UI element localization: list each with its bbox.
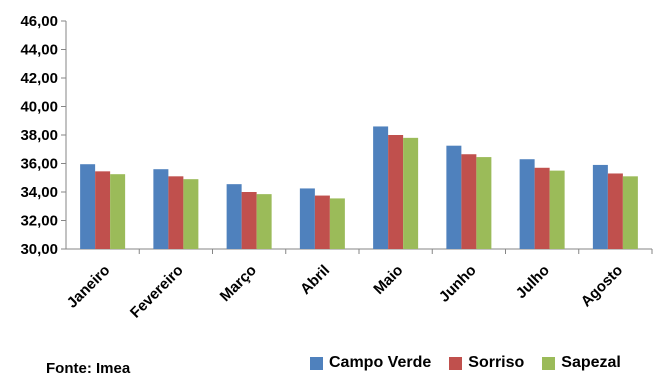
- legend-label: Sapezal: [561, 354, 621, 371]
- bar-sapezal: [476, 157, 492, 249]
- bar-sapezal: [403, 137, 419, 249]
- y-tick-label: 42,00: [20, 70, 58, 87]
- x-tick-label: Agosto: [578, 262, 627, 311]
- x-tick-label: Janeiro: [64, 262, 114, 312]
- legend-item: Sorriso: [449, 354, 524, 372]
- bar-campo-verde: [299, 188, 315, 249]
- bar-campo-verde: [592, 164, 608, 249]
- legend: Campo Verde Sorriso Sapezal: [310, 354, 639, 372]
- bar-sorriso: [314, 195, 330, 249]
- legend-item: Sapezal: [542, 354, 621, 372]
- y-tick-label: 44,00: [20, 42, 58, 59]
- bar-sapezal: [622, 176, 638, 249]
- x-tick-label: Fevereiro: [127, 262, 187, 322]
- bar-sapezal: [110, 174, 126, 249]
- x-tick-label: Junho: [436, 262, 480, 306]
- bar-sorriso: [534, 167, 550, 249]
- y-tick-label: 34,00: [20, 184, 58, 201]
- bar-sorriso: [168, 176, 184, 249]
- y-tick-label: 46,00: [20, 13, 58, 30]
- bar-sorriso: [241, 192, 257, 249]
- bar-sorriso: [461, 154, 477, 249]
- x-tick-label: Março: [217, 262, 260, 305]
- bars: [80, 126, 638, 249]
- legend-label: Campo Verde: [329, 354, 432, 371]
- x-tick-label: Julho: [513, 262, 553, 302]
- bar-sorriso: [607, 173, 623, 249]
- y-tick-label: 32,00: [20, 213, 58, 230]
- legend-label: Sorriso: [468, 354, 525, 371]
- y-tick-label: 38,00: [20, 127, 58, 144]
- bar-sorriso: [388, 135, 404, 249]
- x-tick-label: Maio: [370, 262, 406, 298]
- bar-campo-verde: [80, 164, 96, 249]
- y-axis: 30,00 32,00 34,00 36,00 38,00 40,00 42,00 44,00…: [20, 13, 67, 258]
- bar-campo-verde: [153, 169, 169, 249]
- legend-item: Campo Verde: [310, 354, 431, 372]
- y-tick-label: 40,00: [20, 99, 58, 116]
- bar-sapezal: [183, 179, 199, 249]
- y-tick-label: 30,00: [20, 241, 58, 258]
- x-axis: Janeiro Fevereiro Março Abril Maio Junho Julho…: [64, 248, 653, 322]
- bar-campo-verde: [519, 159, 535, 249]
- bar-chart: 30,00 32,00 34,00 36,00 38,00 40,00 42,00 44,00…: [20, 13, 653, 322]
- bar-campo-verde: [373, 126, 389, 249]
- x-tick-label: Abril: [297, 262, 333, 298]
- bar-sapezal: [329, 198, 345, 249]
- legend-swatch: [542, 356, 556, 370]
- y-tick-label: 36,00: [20, 156, 58, 173]
- bar-campo-verde: [446, 145, 462, 249]
- bar-sapezal: [549, 170, 565, 249]
- bar-sapezal: [256, 194, 272, 249]
- bar-campo-verde: [226, 184, 242, 249]
- legend-swatch: [310, 356, 323, 370]
- source-note: Fonte: Imea: [46, 360, 131, 377]
- legend-swatch: [449, 356, 463, 370]
- bar-sorriso: [95, 171, 111, 249]
